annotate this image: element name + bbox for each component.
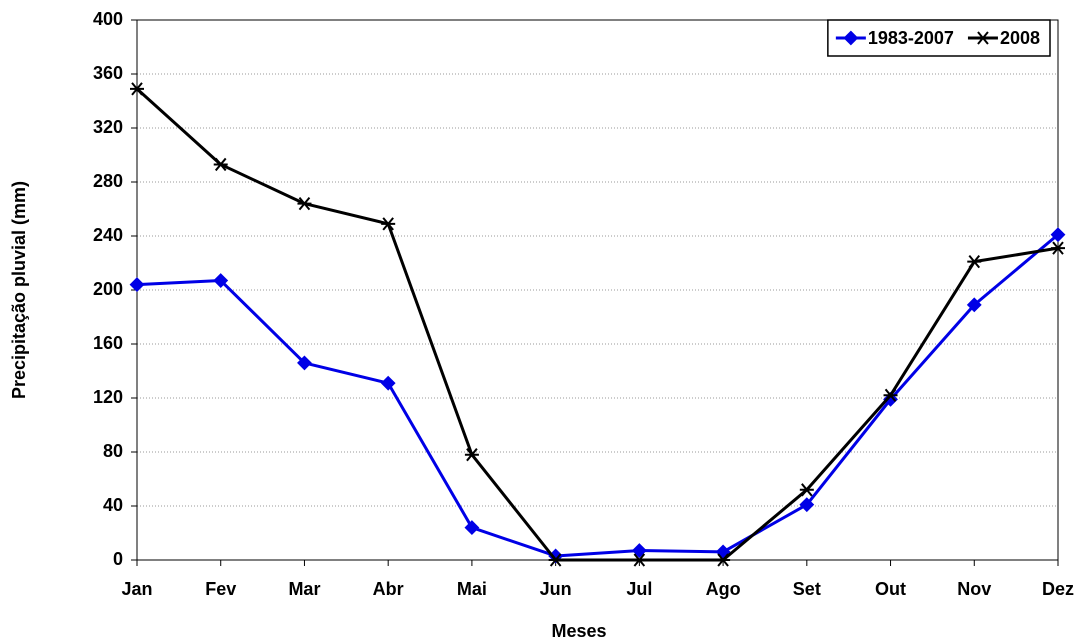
y-tick-label: 120 — [93, 387, 123, 407]
marker — [464, 520, 480, 536]
marker — [213, 157, 228, 172]
marker — [297, 355, 312, 371]
x-tick-label: Dez — [1042, 579, 1074, 599]
marker — [464, 448, 479, 462]
marker — [130, 82, 144, 96]
marker — [883, 388, 898, 402]
legend: 1983-2007 2008 — [827, 19, 1051, 57]
legend-label: 2008 — [1000, 28, 1040, 48]
x-tick-label: Fev — [205, 579, 236, 599]
x-tick-label: Jan — [121, 579, 152, 599]
x-tick-label: Nov — [957, 579, 991, 599]
y-tick-label: 160 — [93, 333, 123, 353]
y-tick-label: 0 — [113, 549, 123, 569]
marker — [967, 255, 982, 269]
legend-marker — [843, 30, 859, 46]
y-tick-label: 320 — [93, 117, 123, 137]
marker — [129, 277, 145, 293]
marker — [1050, 227, 1066, 243]
x-tick-label: Set — [793, 579, 821, 599]
marker — [213, 273, 229, 288]
y-tick-label: 80 — [103, 441, 123, 461]
y-tick-label: 40 — [103, 495, 123, 515]
x-tick-label: Ago — [706, 579, 741, 599]
x-tick-label: Mar — [288, 579, 320, 599]
series-line — [136, 233, 1059, 558]
y-tick-label: 240 — [93, 225, 123, 245]
legend-marker — [975, 31, 990, 45]
y-tick-label: 200 — [93, 279, 123, 299]
marker — [297, 196, 312, 211]
marker — [1051, 241, 1065, 255]
legend-item: 1983-2007 — [835, 28, 954, 48]
y-tick-label: 360 — [93, 63, 123, 83]
marker — [631, 543, 647, 558]
marker — [966, 297, 982, 313]
y-tick-label: 400 — [93, 9, 123, 29]
x-tick-label: Abr — [373, 579, 404, 599]
marker — [632, 553, 647, 567]
x-tick-label: Jul — [626, 579, 652, 599]
marker — [799, 483, 814, 497]
x-tick-label: Jun — [540, 579, 572, 599]
x-tick-label: Out — [875, 579, 906, 599]
marker — [381, 217, 396, 231]
x-axis-title: Meses — [551, 621, 606, 641]
marker — [548, 553, 563, 567]
marker — [716, 553, 731, 567]
series-line — [135, 87, 1059, 562]
marker — [799, 497, 815, 513]
marker — [380, 375, 396, 391]
y-axis-title: Precipitação pluvial (mm) — [9, 181, 29, 399]
legend-label: 1983-2007 — [868, 28, 954, 48]
legend-item: 2008 — [967, 28, 1040, 48]
marker — [883, 391, 898, 407]
x-tick-label: Mai — [457, 579, 487, 599]
y-tick-label: 280 — [93, 171, 123, 191]
